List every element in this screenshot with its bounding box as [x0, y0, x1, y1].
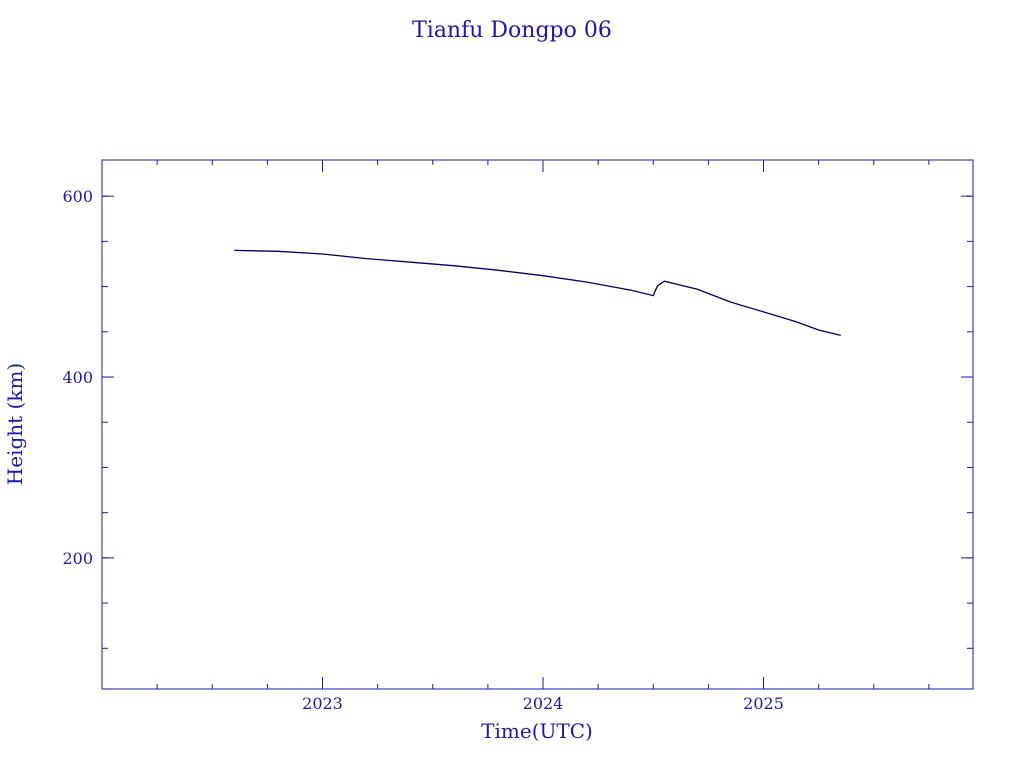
y-tick-label: 200 — [62, 549, 93, 568]
tick-labels: 2023 2024 2025 200 400 600 — [62, 187, 783, 713]
y-tick-label: 400 — [62, 368, 93, 387]
x-tick-label: 2024 — [523, 694, 564, 713]
series-layer — [234, 249, 841, 337]
series-line — [234, 249, 841, 337]
x-tick-label: 2023 — [302, 694, 343, 713]
x-tick-label: 2025 — [743, 694, 784, 713]
y-tick-label: 600 — [62, 187, 93, 206]
chart-title: Tianfu Dongpo 06 — [412, 18, 612, 43]
axis-ticks — [102, 160, 973, 689]
x-axis-title: Time(UTC) — [481, 719, 593, 743]
y-axis-title: Height (km) — [3, 363, 27, 485]
plot-frame — [101, 159, 974, 690]
